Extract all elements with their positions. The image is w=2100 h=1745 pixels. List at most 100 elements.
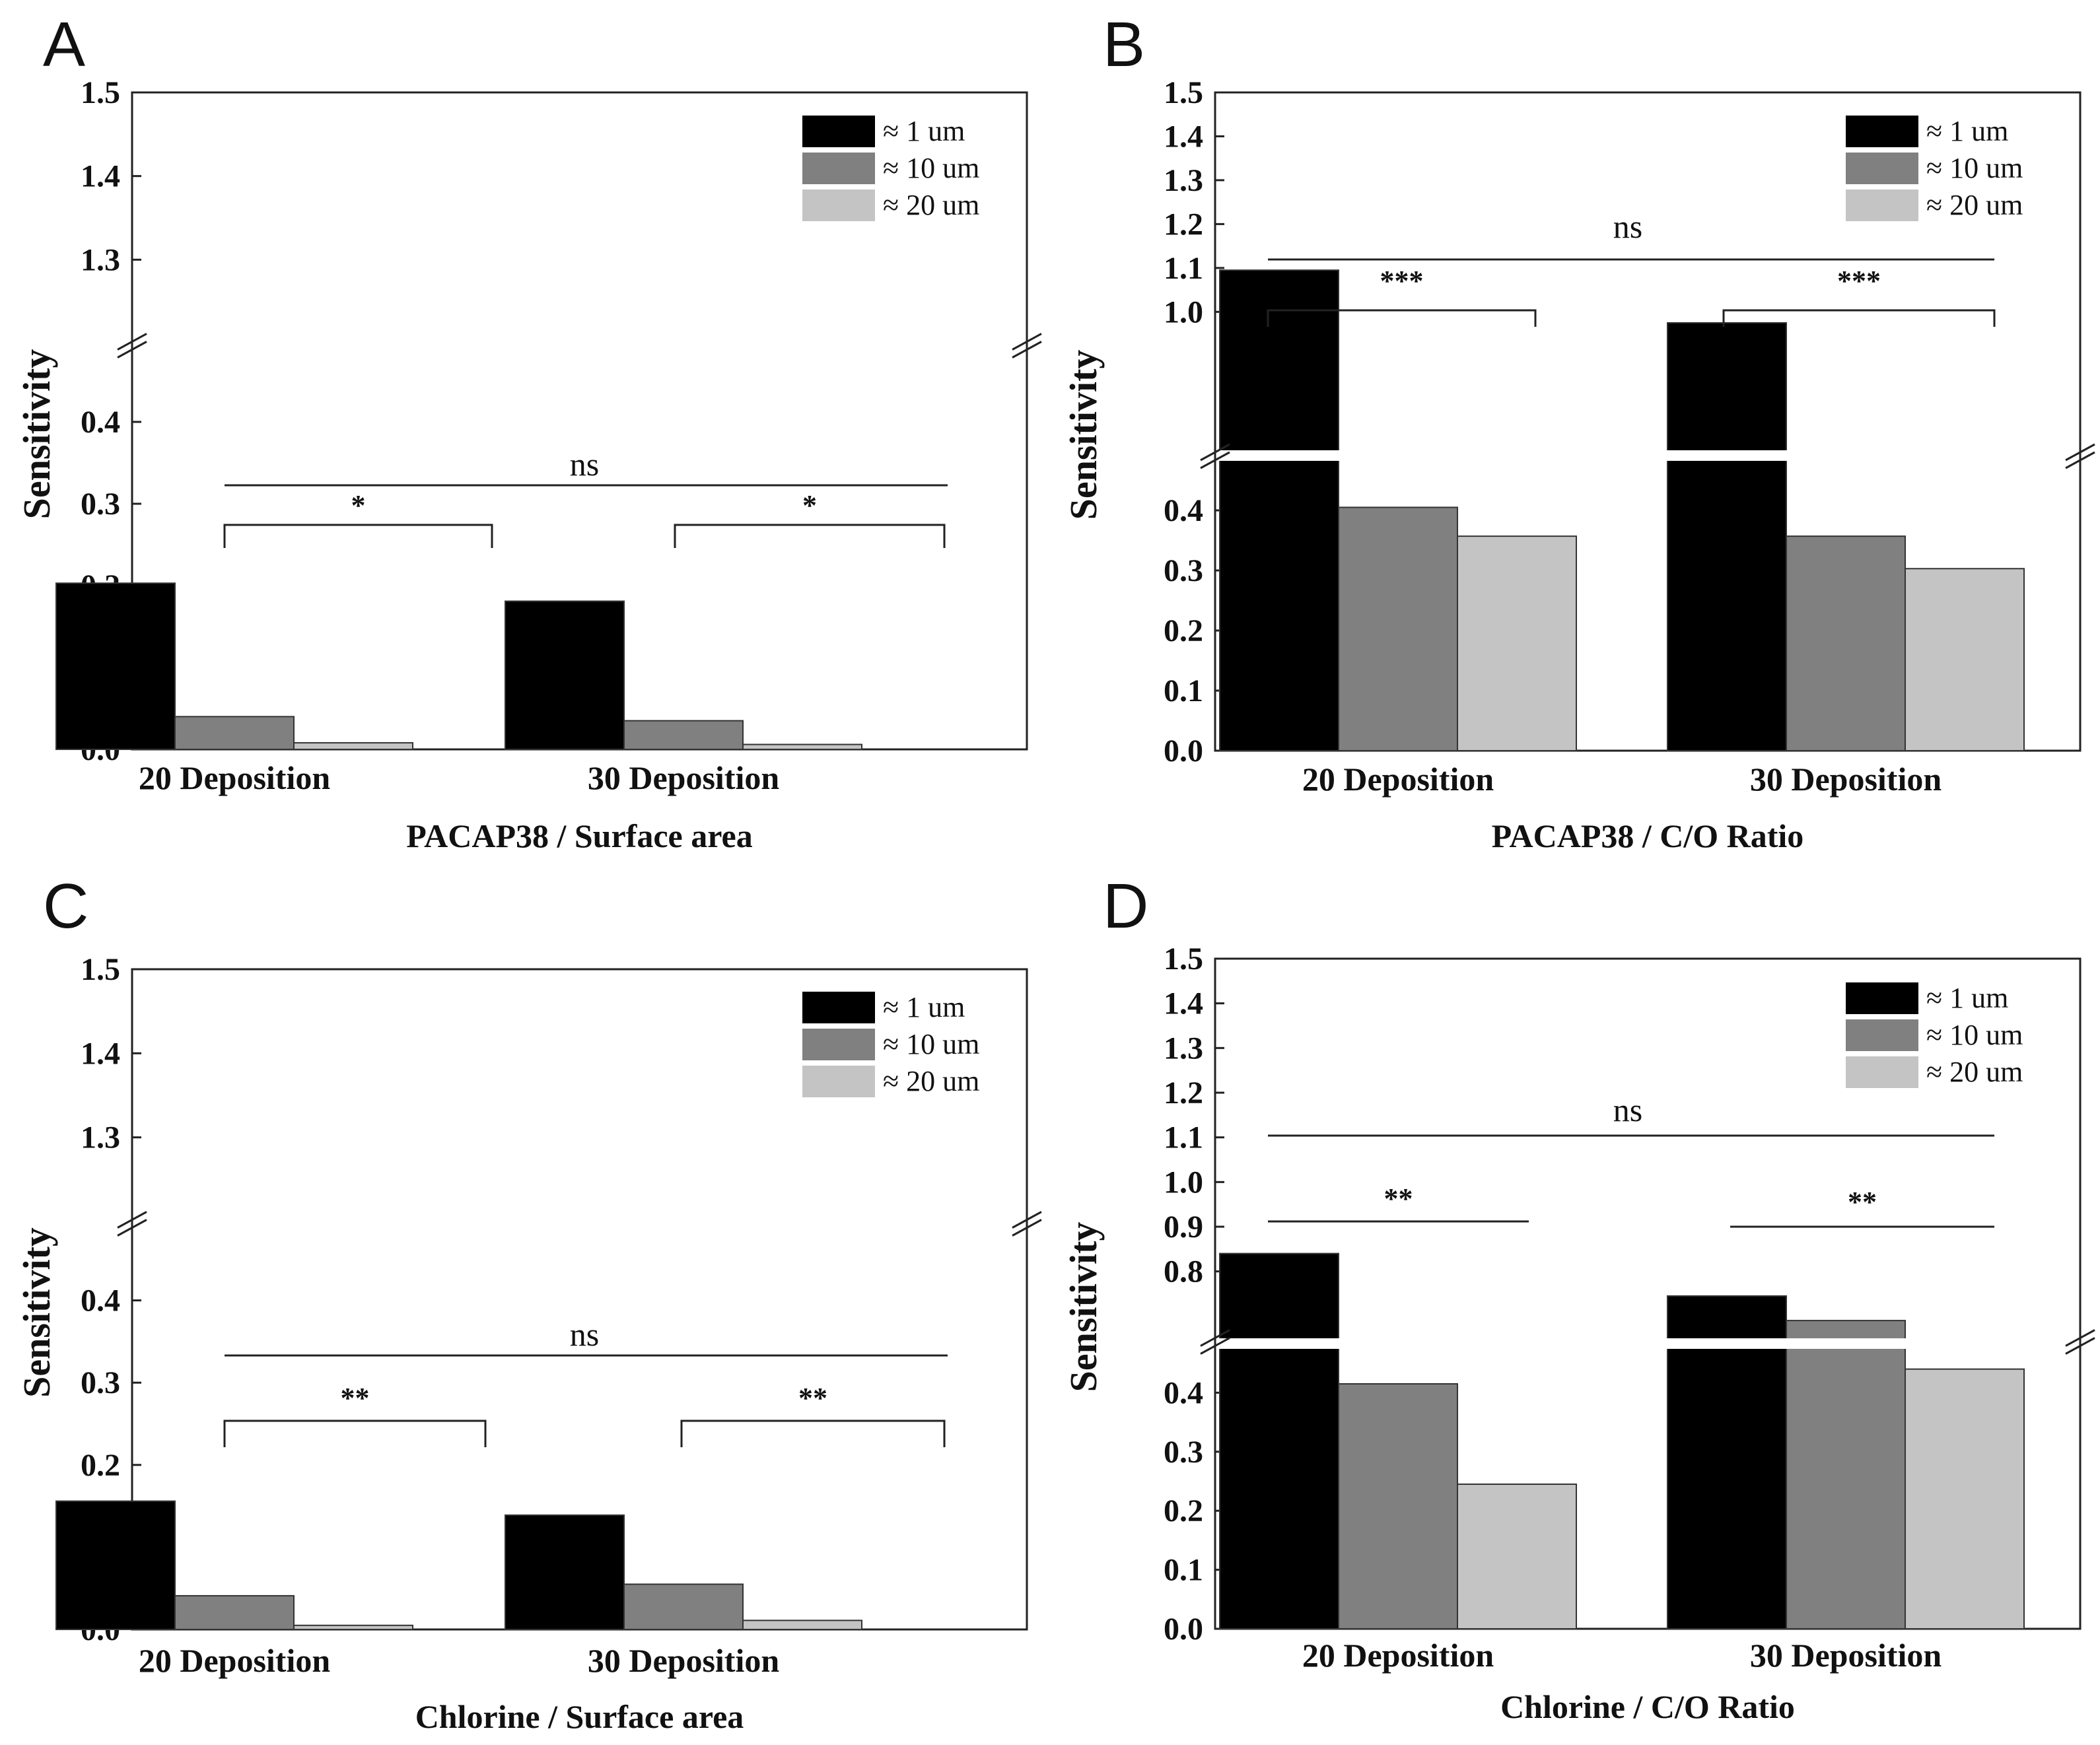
significance-stars: *	[802, 489, 817, 522]
y-tick-label: 0.4	[1164, 493, 1203, 528]
legend-swatch	[1846, 153, 1918, 184]
y-tick-label: 1.4	[81, 159, 120, 194]
significance-bracket	[1722, 309, 1996, 327]
y-tick-label: 0.0	[1164, 1612, 1203, 1647]
axis-break-mark	[1012, 333, 1042, 351]
legend-label: ≈ 1 um	[1926, 115, 2008, 147]
y-tick-label: 1.4	[81, 1036, 120, 1071]
legend-label: ≈ 20 um	[1926, 189, 2023, 221]
y-tick-label: 1.0	[1164, 1165, 1203, 1200]
significance-stars: ***	[1380, 265, 1424, 297]
y-axis-label: Sensitivity	[15, 349, 58, 520]
plot-frame	[1214, 91, 2082, 752]
legend-swatch	[1846, 982, 1918, 1014]
significance-stars: ***	[1837, 265, 1881, 297]
x-axis-label: Chlorine / Surface area	[415, 1698, 744, 1735]
bar-1-0	[505, 600, 625, 750]
legend-label: ≈ 20 um	[1926, 1056, 2023, 1088]
ns-label: ns	[1613, 208, 1642, 245]
axis-break-mark	[2065, 1329, 2095, 1347]
bar-0-1	[174, 1594, 295, 1630]
bar-1-0	[505, 1514, 625, 1631]
y-tick-label: 1.3	[81, 242, 120, 277]
axis-break-mark	[2065, 451, 2095, 469]
axis-break-gap	[133, 1217, 1026, 1228]
legend-label: ≈ 10 um	[883, 1028, 979, 1060]
y-axis-label: Sensitivity	[1062, 350, 1105, 520]
significance-bracket	[674, 524, 946, 548]
bar-0-2	[293, 1624, 413, 1631]
y-axis-label: Sensitivity	[15, 1227, 58, 1398]
category-label: 20 Deposition	[139, 1642, 331, 1679]
category-label: 20 Deposition	[1302, 761, 1494, 798]
bar-0-1	[174, 716, 295, 751]
bar-1-0	[1667, 1295, 1787, 1630]
legend-label: ≈ 10 um	[883, 152, 979, 184]
y-tick-label: 0.3	[1164, 553, 1203, 588]
axis-break-mark	[1200, 1329, 1230, 1347]
legend-label: ≈ 10 um	[1926, 1019, 2023, 1051]
legend-swatch	[802, 153, 875, 184]
y-tick-label: 1.1	[1164, 1120, 1203, 1155]
y-tick-label: 0.0	[1164, 734, 1203, 769]
chart-a: A0.00.10.20.30.41.31.41.520 Deposition30…	[15, 9, 1042, 854]
significance-stars: **	[1848, 1186, 1877, 1218]
y-tick-label: 1.1	[1164, 251, 1203, 286]
y-tick-label: 1.3	[81, 1120, 120, 1155]
axis-break-mark	[117, 1219, 147, 1237]
legend-swatch	[802, 992, 875, 1023]
ns-label: ns	[1613, 1091, 1642, 1128]
axis-break-gap	[1216, 450, 2079, 461]
legend-swatch	[802, 1029, 875, 1060]
significance-stars: **	[798, 1382, 827, 1414]
panel-a: A0.00.10.20.30.41.31.41.520 Deposition30…	[0, 0, 1050, 872]
panel-letter: B	[1103, 9, 1145, 80]
y-tick-label: 0.2	[1164, 613, 1203, 648]
y-tick-label: 0.8	[1164, 1254, 1203, 1289]
y-tick-label: 1.5	[81, 75, 120, 110]
y-tick-label: 0.9	[1164, 1210, 1203, 1245]
category-label: 20 Deposition	[1302, 1637, 1494, 1674]
y-tick-label: 0.3	[1164, 1435, 1203, 1470]
legend-label: ≈ 10 um	[1926, 152, 2023, 184]
panel-c: C0.00.10.20.30.41.31.41.520 Deposition30…	[0, 871, 1050, 1745]
y-tick-label: 1.5	[81, 952, 120, 987]
panel-letter: C	[43, 871, 88, 941]
axis-break-mark	[2065, 1337, 2095, 1355]
plot-frame	[1214, 957, 2082, 1630]
legend-swatch	[802, 1066, 875, 1097]
category-label: 30 Deposition	[588, 1642, 780, 1679]
chart-b: B 0.0 0.1 0.2 0.3 0.4 1.0 1.1 1.2 1.3 1.4 1.5 20 Dep…	[1062, 9, 2095, 854]
legend-swatch	[1846, 1019, 1918, 1051]
y-tick-label: 1.5	[1164, 941, 1203, 976]
bar-0-2	[1457, 535, 1577, 751]
axis-break-mark	[1200, 443, 1230, 462]
category-label: 30 Deposition	[1750, 761, 1942, 798]
y-tick-label: 0.2	[1164, 1493, 1203, 1528]
bar-0-0	[55, 582, 176, 751]
y-tick-label: 0.3	[81, 1365, 120, 1400]
bar-1-1	[1786, 1320, 1906, 1629]
bar-0-2	[1457, 1483, 1577, 1629]
bar-1-0	[1667, 322, 1787, 751]
bar-1-2	[742, 1620, 862, 1630]
axis-break-mark	[1012, 1211, 1042, 1229]
bar-1-2	[742, 743, 862, 751]
legend-swatch	[802, 116, 875, 147]
axis-break-mark	[117, 1211, 147, 1229]
y-tick-label: 1.0	[1164, 294, 1203, 329]
y-tick-label: 0.1	[1164, 673, 1203, 708]
significance-bracket	[223, 524, 493, 548]
y-axis-label: Sensitivity	[1062, 1222, 1105, 1392]
x-axis-label: PACAP38 / C/O Ratio	[1492, 817, 1804, 854]
legend-swatch	[802, 189, 875, 221]
bar-1-2	[1905, 568, 2025, 752]
axis-break-mark	[1200, 1337, 1230, 1355]
bar-0-0	[1219, 269, 1339, 751]
bar-1-1	[1786, 535, 1906, 751]
axis-break-mark	[2065, 443, 2095, 462]
legend-swatch	[1846, 1056, 1918, 1088]
panel-letter: A	[43, 9, 85, 80]
category-label: 20 Deposition	[139, 759, 331, 796]
significance-bracket	[1267, 309, 1537, 327]
